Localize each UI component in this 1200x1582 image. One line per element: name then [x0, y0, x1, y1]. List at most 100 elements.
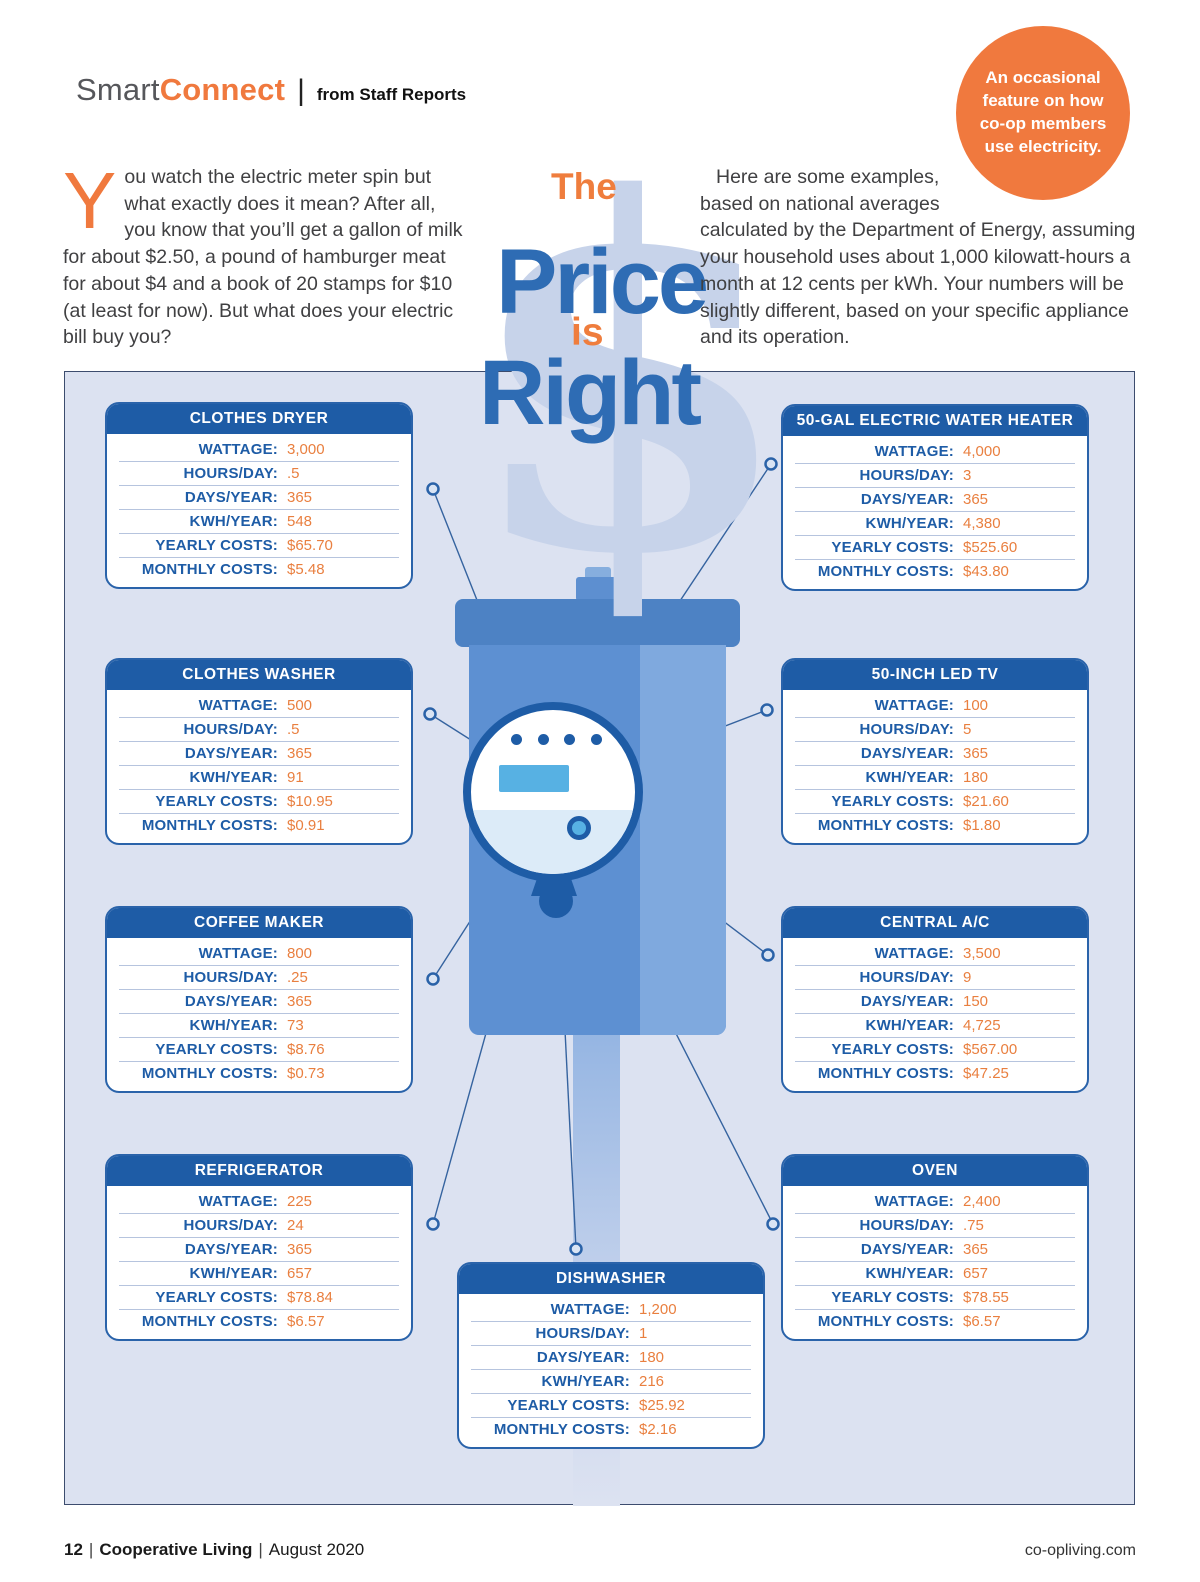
- appliance-row: KWH/YEAR: 4,725: [795, 1014, 1075, 1038]
- appliance-row: DAYS/YEAR: 365: [119, 486, 399, 510]
- row-value: 4,380: [963, 515, 1001, 532]
- appliance-row: DAYS/YEAR: 365: [119, 742, 399, 766]
- row-label: WATTAGE:: [550, 1301, 630, 1318]
- appliance-card: REFRIGERATOR WATTAGE: 225 HOURS/DAY: 24 DAYS…: [105, 1154, 413, 1341]
- row-label: DAYS/YEAR:: [536, 1349, 630, 1366]
- row-label: YEARLY COSTS:: [155, 793, 278, 810]
- row-label: DAYS/YEAR:: [860, 491, 954, 508]
- examples-text: Here are some examples, based on nationa…: [700, 166, 1136, 349]
- row-value: 657: [287, 1265, 313, 1282]
- cards-layer: CLOTHES DRYER WATTAGE: 3,000 HOURS/DAY: .5 D…: [65, 372, 1134, 1504]
- row-label: YEARLY COSTS:: [155, 1041, 278, 1058]
- appliance-row: YEARLY COSTS: $78.55: [795, 1286, 1075, 1310]
- row-value: .25: [287, 969, 308, 986]
- row-value: 3,500: [963, 945, 1001, 962]
- row-value: .75: [963, 1217, 984, 1234]
- brand-connect: Connect: [159, 72, 286, 107]
- row-label: HOURS/DAY:: [859, 969, 954, 986]
- appliance-row: DAYS/YEAR: 150: [795, 990, 1075, 1014]
- row-value: 3,000: [287, 441, 325, 458]
- row-value: 100: [963, 697, 989, 714]
- row-label: WATTAGE:: [198, 697, 278, 714]
- row-value: $78.84: [287, 1289, 333, 1306]
- row-value: 180: [963, 769, 989, 786]
- appliance-card-body: WATTAGE: 225 HOURS/DAY: 24 DAYS/YEAR: 365 KWH/…: [107, 1186, 411, 1339]
- brand: Smart Connect | from Staff Reports: [76, 72, 466, 108]
- appliance-row: MONTHLY COSTS: $2.16: [471, 1418, 751, 1441]
- appliance-row: MONTHLY COSTS: $1.80: [795, 814, 1075, 837]
- footer-magazine: Cooperative Living: [99, 1540, 253, 1559]
- appliance-card-body: WATTAGE: 500 HOURS/DAY: .5 DAYS/YEAR: 365 KWH/…: [107, 690, 411, 843]
- row-value: $78.55: [963, 1289, 1009, 1306]
- title-the: The: [551, 166, 617, 207]
- appliance-row: MONTHLY COSTS: $43.80: [795, 560, 1075, 583]
- connector-dot: [426, 482, 440, 496]
- row-label: WATTAGE:: [874, 1193, 954, 1210]
- row-value: $5.48: [287, 561, 325, 578]
- row-value: $43.80: [963, 563, 1009, 580]
- appliance-card: CLOTHES WASHER WATTAGE: 500 HOURS/DAY: .5 DA…: [105, 658, 413, 845]
- row-label: YEARLY COSTS:: [155, 1289, 278, 1306]
- appliance-card: CENTRAL A/C WATTAGE: 3,500 HOURS/DAY: 9 DAYS…: [781, 906, 1089, 1093]
- row-value: $567.00: [963, 1041, 1018, 1058]
- appliance-card-title: COFFEE MAKER: [107, 908, 411, 938]
- appliance-card-title: OVEN: [783, 1156, 1087, 1186]
- row-value: $47.25: [963, 1065, 1009, 1082]
- appliance-row: HOURS/DAY: 1: [471, 1322, 751, 1346]
- appliance-row: YEARLY COSTS: $65.70: [119, 534, 399, 558]
- appliance-row: MONTHLY COSTS: $6.57: [795, 1310, 1075, 1333]
- intro-text: ou watch the electric meter spin but wha…: [63, 166, 463, 349]
- row-value: $1.80: [963, 817, 1001, 834]
- appliance-row: HOURS/DAY: 9: [795, 966, 1075, 990]
- appliance-row: YEARLY COSTS: $10.95: [119, 790, 399, 814]
- row-label: HOURS/DAY:: [859, 467, 954, 484]
- row-label: MONTHLY COSTS:: [817, 563, 954, 580]
- row-label: WATTAGE:: [874, 697, 954, 714]
- appliance-row: HOURS/DAY: 24: [119, 1214, 399, 1238]
- appliance-row: WATTAGE: 1,200: [471, 1298, 751, 1322]
- appliance-row: WATTAGE: 100: [795, 694, 1075, 718]
- title-is: is: [571, 311, 604, 354]
- row-label: HOURS/DAY:: [183, 969, 278, 986]
- row-label: DAYS/YEAR:: [184, 745, 278, 762]
- row-label: WATTAGE:: [874, 945, 954, 962]
- appliance-row: WATTAGE: 4,000: [795, 440, 1075, 464]
- connector-dot: [426, 972, 440, 986]
- appliance-row: HOURS/DAY: .25: [119, 966, 399, 990]
- row-label: WATTAGE:: [198, 945, 278, 962]
- footer-separator: |: [88, 1540, 94, 1559]
- appliance-row: HOURS/DAY: 3: [795, 464, 1075, 488]
- appliance-card-title: 50-INCH LED TV: [783, 660, 1087, 690]
- row-label: YEARLY COSTS:: [507, 1397, 630, 1414]
- appliance-card: DISHWASHER WATTAGE: 1,200 HOURS/DAY: 1 DAYS/…: [457, 1262, 765, 1449]
- row-label: YEARLY COSTS:: [831, 1041, 954, 1058]
- appliance-row: KWH/YEAR: 73: [119, 1014, 399, 1038]
- appliance-row: HOURS/DAY: .5: [119, 462, 399, 486]
- row-value: .5: [287, 465, 300, 482]
- appliance-row: HOURS/DAY: .75: [795, 1214, 1075, 1238]
- row-value: 91: [287, 769, 304, 786]
- appliance-card-body: WATTAGE: 800 HOURS/DAY: .25 DAYS/YEAR: 365 KWH…: [107, 938, 411, 1091]
- appliance-card: OVEN WATTAGE: 2,400 HOURS/DAY: .75 DAYS/YEAR…: [781, 1154, 1089, 1341]
- row-label: HOURS/DAY:: [859, 721, 954, 738]
- connector-dot: [423, 707, 437, 721]
- appliance-row: WATTAGE: 3,500: [795, 942, 1075, 966]
- appliance-row: WATTAGE: 225: [119, 1190, 399, 1214]
- row-label: MONTHLY COSTS:: [817, 817, 954, 834]
- row-value: 365: [287, 993, 313, 1010]
- row-value: 365: [963, 491, 989, 508]
- row-label: HOURS/DAY:: [859, 1217, 954, 1234]
- connector-dot: [766, 1217, 780, 1231]
- appliance-card-body: WATTAGE: 3,500 HOURS/DAY: 9 DAYS/YEAR: 150 KWH…: [783, 938, 1087, 1091]
- footer-website: co-opliving.com: [1024, 1542, 1136, 1559]
- row-value: 365: [963, 745, 989, 762]
- appliance-row: MONTHLY COSTS: $6.57: [119, 1310, 399, 1333]
- appliance-row: YEARLY COSTS: $25.92: [471, 1394, 751, 1418]
- row-value: $10.95: [287, 793, 333, 810]
- row-value: 500: [287, 697, 313, 714]
- appliance-row: KWH/YEAR: 548: [119, 510, 399, 534]
- appliance-card-body: WATTAGE: 2,400 HOURS/DAY: .75 DAYS/YEAR: 365 K…: [783, 1186, 1087, 1339]
- appliance-row: KWH/YEAR: 657: [119, 1262, 399, 1286]
